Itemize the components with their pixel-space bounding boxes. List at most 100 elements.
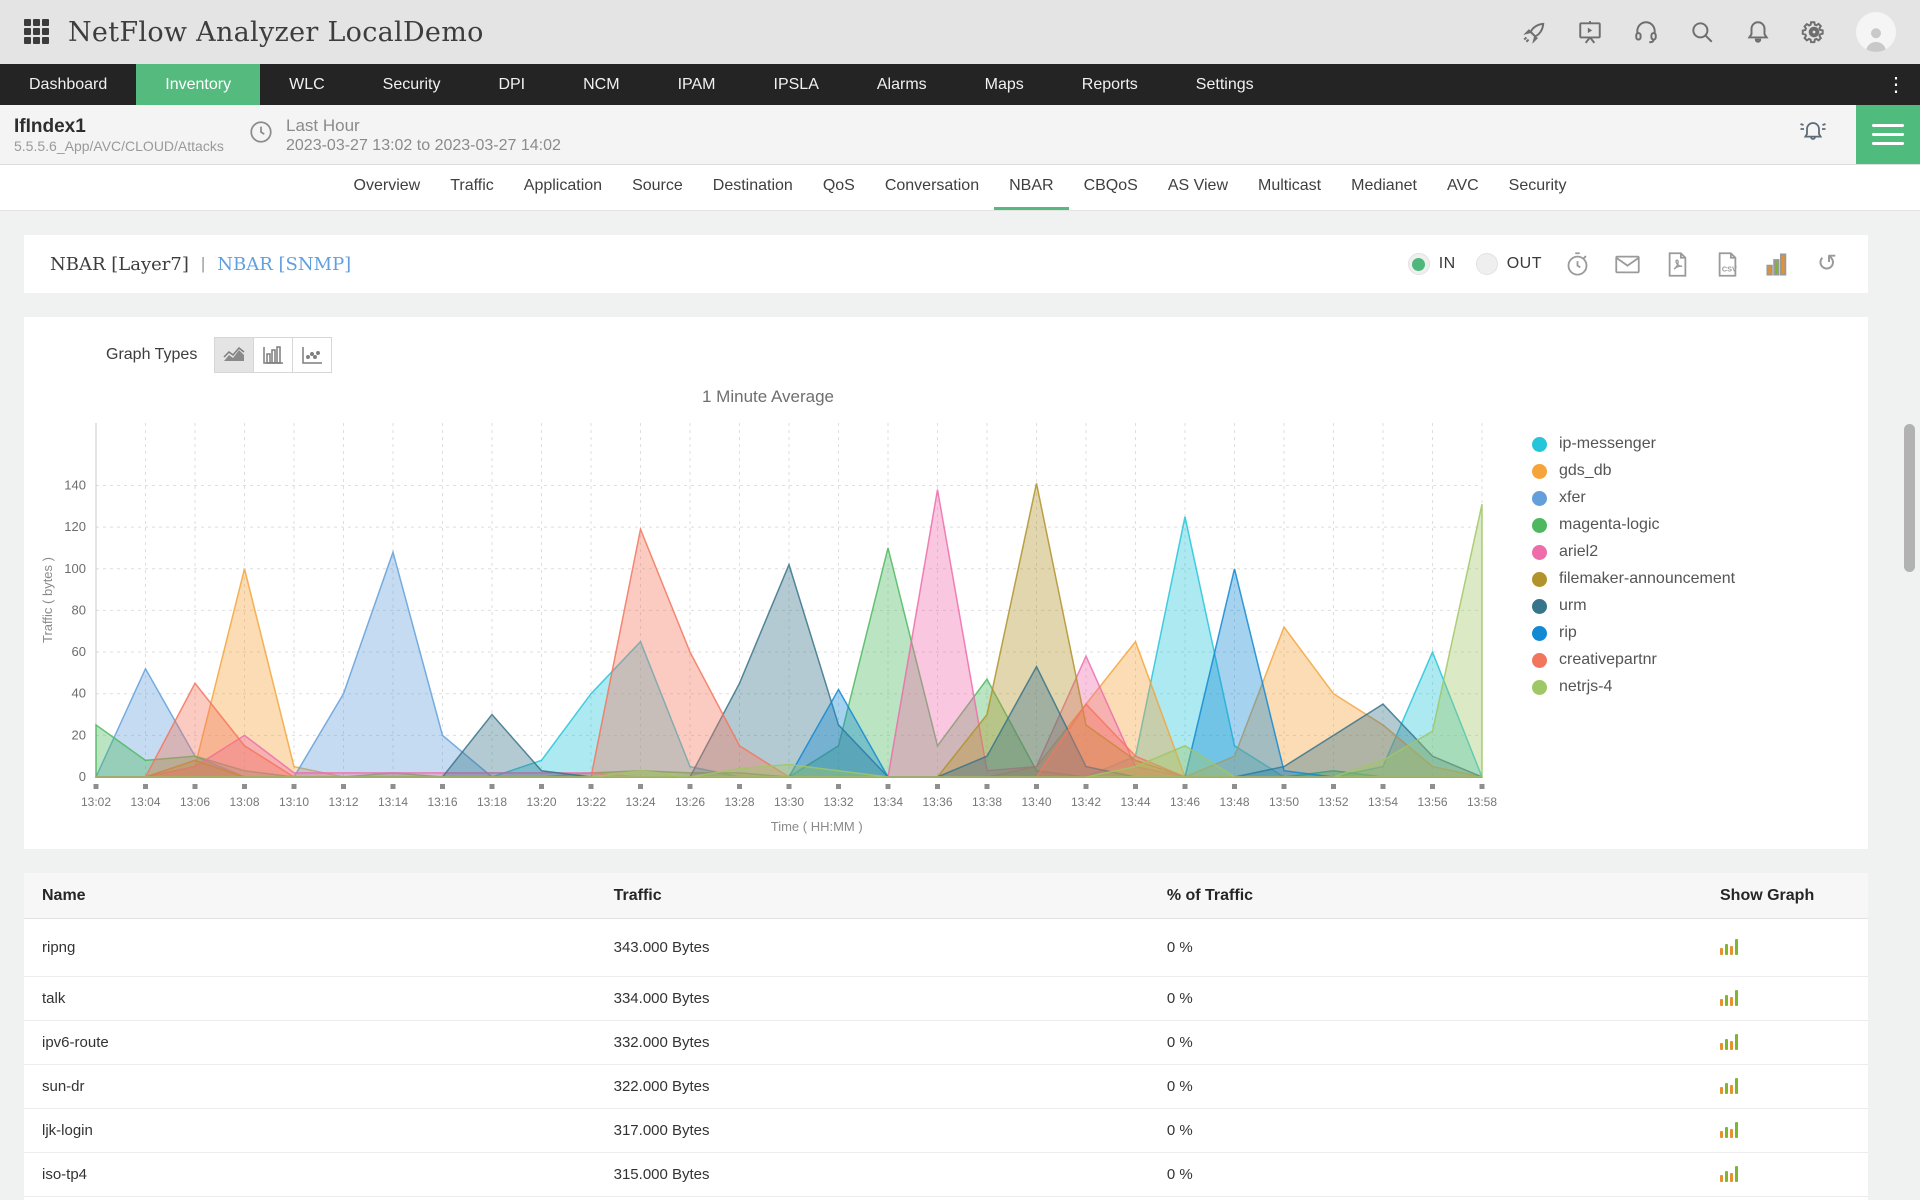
nav-item-settings[interactable]: Settings: [1195, 75, 1254, 93]
legend-item-netrjs-4[interactable]: netrjs-4: [1532, 678, 1735, 696]
radio-selected-dot: [1412, 257, 1426, 271]
page-scrollbar-thumb[interactable]: [1904, 424, 1915, 572]
legend-color-dot: [1532, 598, 1547, 614]
svg-text:140: 140: [64, 477, 86, 492]
legend-item-creativepartnr[interactable]: creativepartnr: [1532, 651, 1735, 669]
svg-text:80: 80: [72, 602, 86, 617]
legend-item-gds-db[interactable]: gds_db: [1532, 462, 1735, 480]
direction-radio-in[interactable]: IN: [1407, 253, 1456, 275]
svg-text:13:02: 13:02: [81, 795, 111, 809]
chart-icon[interactable]: [1762, 249, 1792, 279]
nav-overflow-kebab-icon[interactable]: ⋮: [1886, 74, 1906, 96]
nav-item-alarms[interactable]: Alarms: [876, 75, 927, 93]
pdf-icon[interactable]: [1662, 249, 1692, 279]
svg-text:13:50: 13:50: [1269, 795, 1299, 809]
tab-overview[interactable]: Overview: [353, 177, 421, 194]
col-header-name[interactable]: Name: [42, 886, 86, 904]
tab-conversation[interactable]: Conversation: [884, 177, 980, 194]
tab-nbar[interactable]: NBAR: [994, 165, 1069, 210]
svg-text:13:04: 13:04: [130, 795, 160, 809]
time-period-selector[interactable]: Last Hour 2023-03-27 13:02 to 2023-03-27…: [248, 115, 561, 155]
report-link-nbar-snmp[interactable]: NBAR [SNMP]: [217, 253, 352, 275]
legend-item-rip[interactable]: rip: [1532, 624, 1735, 642]
nav-item-maps[interactable]: Maps: [984, 75, 1024, 93]
timer-icon[interactable]: [1562, 249, 1592, 279]
nav-item-dashboard[interactable]: Dashboard: [29, 75, 108, 93]
presentation-icon[interactable]: [1576, 18, 1604, 46]
legend-color-dot: [1532, 517, 1547, 533]
legend-color-dot: [1532, 679, 1547, 695]
tab-application[interactable]: Application: [523, 177, 603, 194]
svg-text:CSV: CSV: [1721, 264, 1736, 273]
svg-text:100: 100: [64, 561, 86, 576]
show-graph-icon[interactable]: [1720, 937, 1738, 955]
legend-color-dot: [1532, 625, 1547, 641]
svg-text:13:56: 13:56: [1417, 795, 1447, 809]
legend-label: xfer: [1559, 489, 1586, 506]
graph-type-bar-button[interactable]: [253, 337, 294, 373]
show-graph-icon[interactable]: [1720, 1164, 1738, 1182]
col-header-traffic[interactable]: Traffic: [613, 886, 662, 904]
alert-bell-icon[interactable]: [1796, 115, 1830, 154]
nav-item-inventory[interactable]: Inventory: [136, 64, 261, 105]
show-graph-icon[interactable]: [1720, 1076, 1738, 1094]
legend-item-magenta-logic[interactable]: magenta-logic: [1532, 516, 1735, 534]
traffic-area-chart[interactable]: 0 20 40 60 80 100 120 140 13:02 13:04 13:06 13:08 13…: [38, 409, 1498, 839]
svg-text:13:28: 13:28: [724, 795, 754, 809]
tab-traffic[interactable]: Traffic: [450, 177, 494, 194]
in-radio-label: IN: [1438, 255, 1456, 272]
email-icon[interactable]: [1612, 249, 1642, 279]
search-icon[interactable]: [1688, 18, 1716, 46]
legend-label: urm: [1559, 597, 1587, 614]
graph-type-scatter-button[interactable]: [292, 337, 333, 373]
graph-type-area-button[interactable]: [214, 337, 255, 373]
nav-item-reports[interactable]: Reports: [1081, 75, 1138, 93]
tab-destination[interactable]: Destination: [712, 177, 793, 194]
nav-item-ncm[interactable]: NCM: [583, 75, 620, 93]
tab-multicast[interactable]: Multicast: [1258, 177, 1322, 194]
tab-medianet[interactable]: Medianet: [1351, 177, 1417, 194]
traffic-value: 332.000 Bytes: [613, 1034, 710, 1051]
direction-radio-out[interactable]: OUT: [1475, 253, 1542, 275]
report-header-panel: NBAR [Layer7] | NBAR [SNMP] IN OUT CSV: [24, 235, 1868, 293]
bell-icon[interactable]: [1744, 18, 1772, 46]
legend-item-filemaker-announcement[interactable]: filemaker-announcement: [1532, 570, 1735, 588]
tab-qos[interactable]: QoS: [822, 177, 855, 194]
out-radio-label: OUT: [1506, 255, 1542, 272]
show-graph-icon[interactable]: [1720, 1032, 1738, 1050]
nav-item-wlc[interactable]: WLC: [289, 75, 325, 93]
col-header-percent[interactable]: % of Traffic: [1166, 886, 1254, 904]
legend-item-ip-messenger[interactable]: ip-messenger: [1532, 435, 1735, 453]
tab-cbqos[interactable]: CBQoS: [1083, 177, 1138, 194]
nav-item-ipsla[interactable]: IPSLA: [773, 75, 819, 93]
report-title: NBAR [Layer7]: [50, 253, 189, 275]
legend-item-xfer[interactable]: xfer: [1532, 489, 1735, 507]
svg-text:13:08: 13:08: [229, 795, 259, 809]
topbar-actions: [1520, 12, 1896, 52]
nav-item-dpi[interactable]: DPI: [498, 75, 526, 93]
protocol-name: talk: [42, 990, 66, 1007]
legend-item-urm[interactable]: urm: [1532, 597, 1735, 615]
csv-icon[interactable]: CSV: [1712, 249, 1742, 279]
nav-item-ipam[interactable]: IPAM: [677, 75, 716, 93]
tab-avc[interactable]: AVC: [1446, 177, 1479, 194]
tab-as-view[interactable]: AS View: [1167, 177, 1228, 194]
gear-icon[interactable]: [1800, 18, 1828, 46]
legend-item-ariel2[interactable]: ariel2: [1532, 543, 1735, 561]
legend-label: magenta-logic: [1559, 516, 1660, 533]
headset-icon[interactable]: [1632, 18, 1660, 46]
rocket-icon[interactable]: [1520, 18, 1548, 46]
tab-security[interactable]: Security: [1508, 177, 1567, 194]
svg-text:13:26: 13:26: [675, 795, 705, 809]
refresh-icon[interactable]: ↺: [1816, 250, 1838, 277]
show-graph-icon[interactable]: [1720, 1120, 1738, 1138]
hamburger-menu-button[interactable]: [1856, 105, 1920, 164]
nav-item-security[interactable]: Security: [382, 75, 441, 93]
avatar[interactable]: [1856, 12, 1896, 52]
report-title-separator: |: [200, 254, 206, 273]
show-graph-icon[interactable]: [1720, 988, 1738, 1006]
svg-text:13:46: 13:46: [1170, 795, 1200, 809]
tab-source[interactable]: Source: [632, 177, 683, 194]
period-range: 2023-03-27 13:02 to 2023-03-27 14:02: [286, 136, 561, 154]
apps-grid-icon[interactable]: [24, 19, 50, 45]
